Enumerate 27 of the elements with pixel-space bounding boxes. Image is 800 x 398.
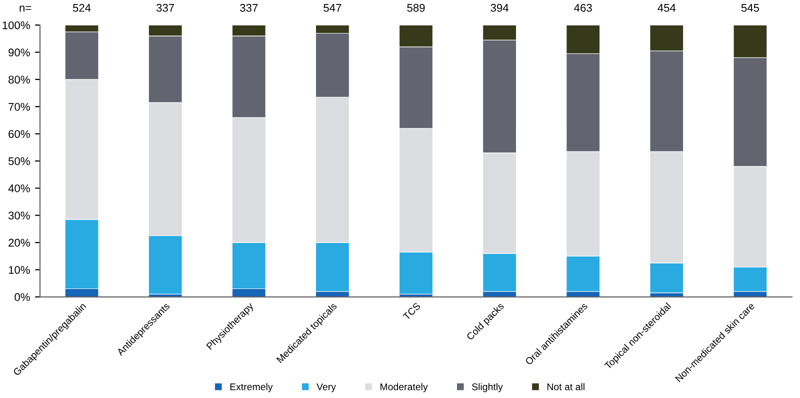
text: 547	[324, 4, 342, 12]
text: 589	[407, 4, 425, 12]
legend-label: Moderately	[380, 383, 428, 392]
y-tick-label: 50%	[8, 157, 30, 166]
text: 454	[658, 4, 676, 12]
text: n=	[20, 6, 32, 12]
y-tick-label: 70%	[8, 102, 30, 111]
y-tick-label: 40%	[8, 184, 30, 192]
y-tick-label: 100%	[2, 21, 30, 30]
y-tick-label: 80%	[8, 76, 30, 84]
text: 463	[574, 4, 592, 12]
text: 545	[741, 4, 760, 12]
legend-label: Not at all	[547, 383, 584, 390]
legend-label: Very	[316, 383, 336, 392]
y-tick-label: 60%	[8, 130, 30, 138]
text: 524	[72, 4, 91, 12]
text: 337	[240, 4, 258, 12]
legend-label: Slightly	[472, 383, 503, 392]
legend-label: Extremely	[230, 383, 273, 392]
x-tick-label: TCS	[402, 302, 421, 320]
y-tick-label: 10%	[8, 266, 30, 274]
y-tick-label: 30%	[8, 212, 30, 220]
text: 337	[156, 4, 174, 12]
text: 394	[490, 4, 508, 12]
y-tick-label: 90%	[8, 48, 30, 56]
y-tick-label: 0%	[14, 293, 30, 302]
y-tick-label: 20%	[8, 238, 30, 247]
